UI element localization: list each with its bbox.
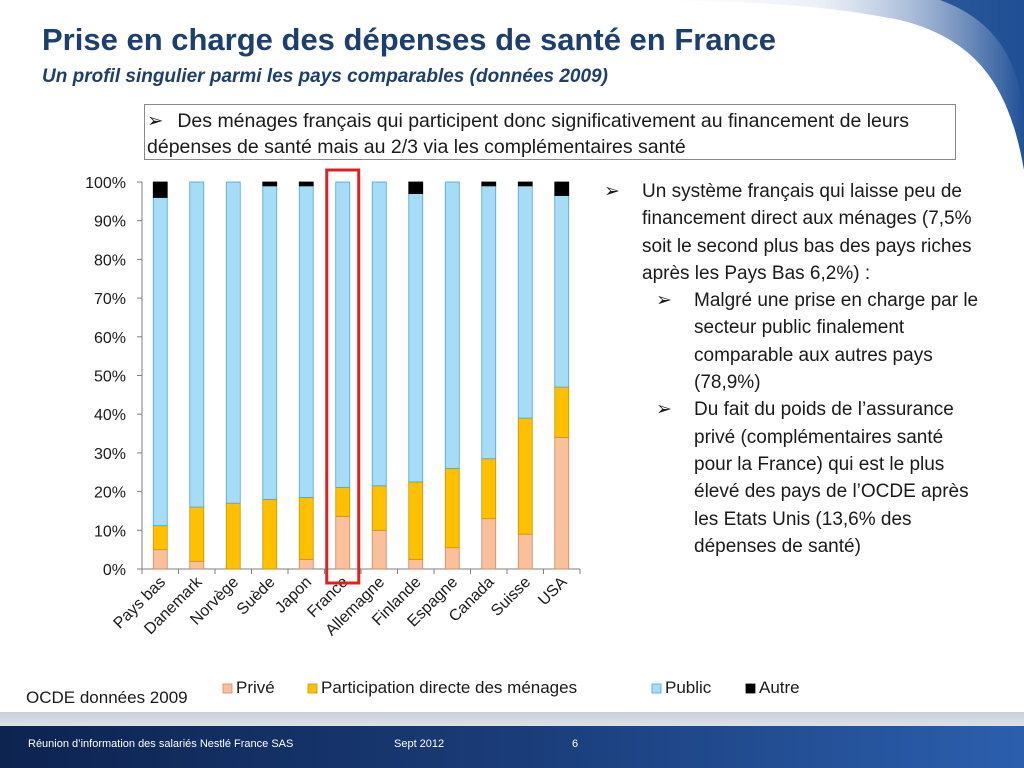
y-tick-label: 90% [94,214,126,231]
legend-swatch [222,683,233,694]
chart-bars [152,181,570,570]
y-tick-label: 40% [94,407,126,424]
y-tick-label: 30% [94,446,126,463]
bullet-3: ➢ Du fait du poids de l’assurance privé … [656,396,984,560]
arrowhead-bullet-icon: ➢ [656,399,672,421]
y-tick-label: 100% [85,175,126,192]
bullet-1: ➢ Un système français qui laisse peu de … [604,178,984,287]
x-tick-label: USA [535,574,571,610]
arrowhead-bullet-icon: ➢ [604,181,620,202]
legend-swatch [307,683,318,694]
bar-segment-usa-0 [554,437,570,570]
y-tick-label: 70% [94,291,126,308]
bar-segment-su-de-2 [262,185,278,500]
bar-segment-allemagne-1 [371,485,387,531]
legend-swatch [651,683,662,694]
bar-segment-espagne-0 [444,547,460,570]
bullet-text: Malgré une prise en charge par le secteu… [694,290,979,394]
x-tick-label: Suisse [488,574,534,620]
legend-label: Participation directe des ménages [321,678,577,697]
bar-segment-finlande-2 [408,193,424,483]
bar-segment-espagne-1 [444,467,460,549]
y-tick-label: 50% [94,369,126,386]
bar-segment-pays-bas-2 [152,197,168,527]
bar-segment-france-0 [335,515,351,570]
bar-segment-canada-0 [481,518,497,570]
bar-segment-finlande-0 [408,558,424,570]
bar-segment-pays-bas-3 [152,181,168,198]
arrowhead-bullet-icon: ➢ [147,110,164,132]
bullet-text: Un système français qui laisse peu de fi… [642,181,972,284]
bar-segment-su-de-3 [262,181,278,187]
y-tick-label: 20% [94,485,126,502]
bar-segment-usa-2 [554,195,570,388]
y-tick-label: 10% [94,523,126,540]
bar-segment-finlande-1 [408,481,424,560]
source-note: OCDE données 2009 [26,688,188,707]
bullet-2: ➢ Malgré une prise en charge par le sect… [656,287,984,396]
slide-subtitle: Un profil singulier parmi les pays compa… [42,66,608,87]
callout-box: ➢ Des ménages français qui participent do… [144,104,956,160]
bar-segment-suisse-3 [517,181,533,187]
bottom-banner [0,726,1024,768]
callout-text: Des ménages français qui participent don… [147,110,909,158]
bar-segment-canada-1 [481,458,497,520]
y-tick-label: 0% [103,562,126,579]
footer-left: Réunion d’information des salariés Nestl… [28,738,294,750]
legend-label: Autre [759,678,800,697]
top-swoosh-dark [940,0,1024,120]
bar-segment-danemark-1 [189,506,205,562]
bar-segment-finlande-3 [408,181,424,195]
bar-segment-allemagne-2 [371,181,387,487]
footer-date: Sept 2012 [394,738,445,750]
bar-segment-japon-3 [298,181,314,187]
bar-segment-suisse-2 [517,185,533,419]
bar-segment-japon-1 [298,497,314,560]
bar-segment-usa-1 [554,386,570,438]
bar-segment-su-de-1 [262,498,278,570]
highlight-box-france [325,168,361,585]
bar-segment-france-2 [335,181,351,488]
bar-segment-allemagne-0 [371,529,387,570]
legend-swatch [745,683,756,694]
y-tick-label: 80% [94,252,126,269]
arrowhead-bullet-icon: ➢ [656,290,672,312]
bar-segment-norv-ge-1 [225,502,241,570]
bar-segment-pays-bas-0 [152,549,168,570]
bar-segment-danemark-2 [189,181,205,508]
explanation-panel: ➢ Un système français qui laisse peu de … [604,178,984,560]
bar-segment-canada-2 [481,185,497,460]
bullet-text: Du fait du poids de l’assurance privé (c… [694,399,969,557]
bar-segment-suisse-1 [517,417,533,535]
bar-segment-japon-0 [298,558,314,570]
x-tick-label: Suède [234,574,279,619]
bar-segment-norv-ge-2 [225,181,241,504]
bar-segment-japon-2 [298,185,314,498]
bar-segment-pays-bas-1 [152,525,168,551]
bar-segment-espagne-2 [444,181,460,469]
chart-highlight [325,168,361,585]
chart-legend: Privé Participation directe des ménages Pu… [222,678,800,697]
chart-axes: 0% 10% 20% 30% 40% 50% 60% 70% 80% 90% 100% [85,175,581,579]
bar-segment-suisse-0 [517,533,533,570]
legend-label: Public [665,678,712,697]
bar-segment-usa-3 [554,181,570,196]
footer-page-number: 6 [572,738,579,750]
slide-title: Prise en charge des dépenses de santé en… [42,22,776,57]
legend-label: Privé [236,678,275,697]
bar-segment-france-1 [335,486,351,517]
bar-segment-canada-3 [481,181,497,187]
bar-segment-danemark-0 [189,560,205,570]
y-tick-label: 60% [94,330,126,347]
